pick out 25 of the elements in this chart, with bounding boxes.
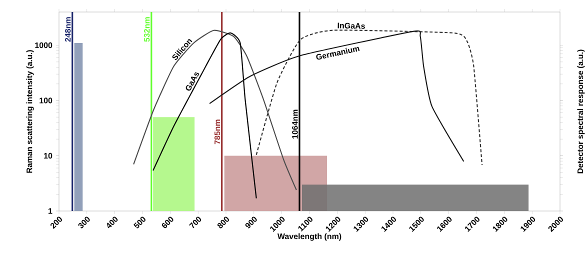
x-tick-label: 900 [245,216,257,228]
x-tick-label: 600 [162,216,174,228]
y-tick-label: 1000 [35,42,52,48]
ref-line-label: 248nm [65,17,71,42]
text: GaAs [186,72,199,91]
x-tick-label: 700 [189,216,202,228]
text: Germanium [316,46,360,60]
series-label: InGaAs [338,22,365,29]
ref-line-label: 1064nm [292,110,298,139]
line-series [256,30,483,166]
x-tick-label: 200 [50,216,62,229]
y2-axis-title: Detector spectral response (a.u.) [577,50,585,174]
x-axis-title: Wavelength (nm) [277,233,342,241]
y-tick-label: 1 [48,208,52,214]
ref-line-label: 785nm [214,120,220,144]
line-series [209,30,464,162]
line-series [152,32,257,199]
ref-line-label: 532nm [144,17,150,42]
x-tick-label: 400 [107,216,118,228]
x-tick-label: 300 [78,216,90,228]
x-tick-label: 500 [134,216,146,228]
y-tick-label: 10 [44,152,52,159]
y-axis-title: Raman scattering intensity (a.u.) [26,50,34,173]
y-tick-label: 100 [40,98,52,104]
x-tick-label: 800 [217,216,229,228]
